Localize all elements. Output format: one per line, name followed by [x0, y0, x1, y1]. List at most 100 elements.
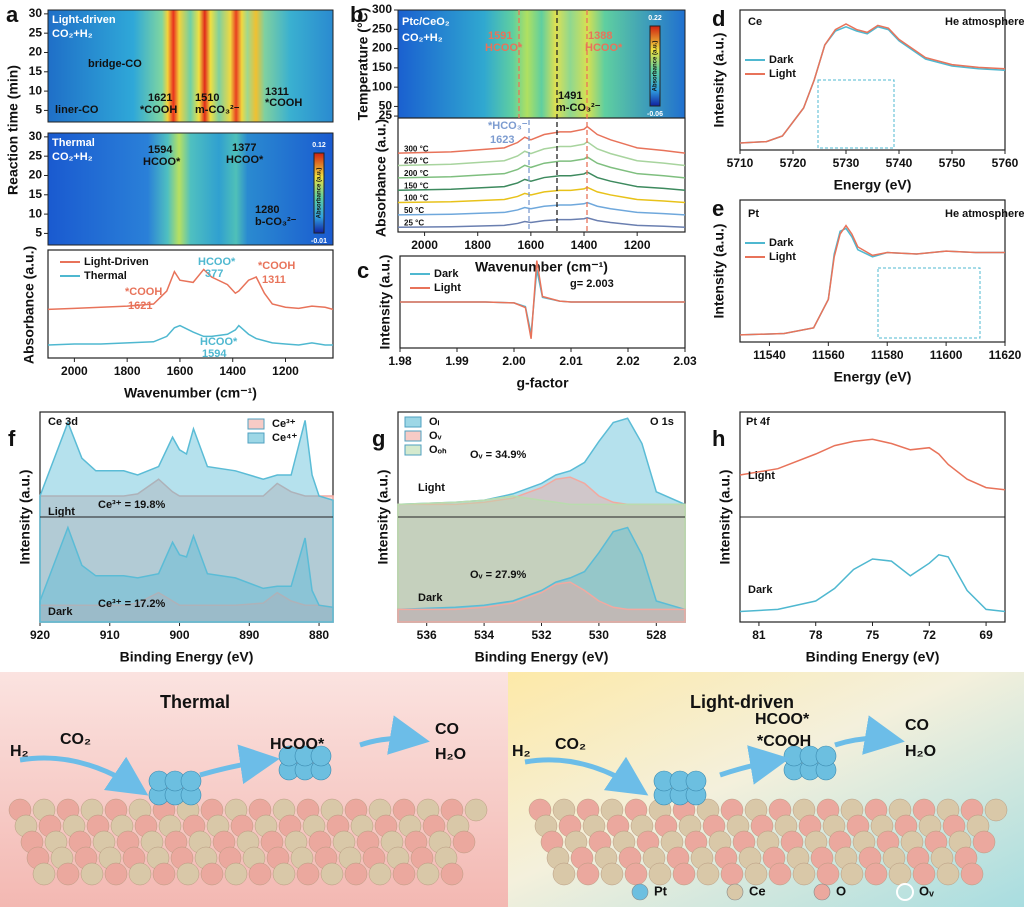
legend-label: Ce³⁺ [272, 418, 296, 430]
y-tick-label: 30 [29, 129, 43, 143]
legend-atom [726, 883, 744, 901]
annotation: HCOO* [485, 42, 523, 54]
line [397, 171, 686, 191]
annotation: HCOO* [200, 336, 238, 348]
legend-label: Oᵥ [919, 883, 934, 898]
annotation: 377 [205, 268, 223, 280]
legend-label: Dark [769, 54, 794, 66]
annotation: Ce³⁺ = 17.2% [98, 598, 165, 610]
x-tick-label: 1200 [624, 238, 651, 252]
legend-label: Light [434, 282, 461, 294]
y-tick-label: 10 [29, 83, 43, 97]
panel-label: e [712, 196, 724, 221]
annotation: 1311 [265, 86, 289, 98]
atom [960, 862, 984, 886]
atom [648, 862, 672, 886]
x-axis-label: Binding Energy (eV) [475, 649, 609, 665]
atom [720, 862, 744, 886]
annotation: 1621 [148, 92, 172, 104]
annotation: He atmosphere [945, 16, 1024, 28]
x-tick-label: 2.02 [616, 354, 640, 368]
atom [792, 862, 816, 886]
legend-label: Dark [434, 268, 459, 280]
x-tick-label: 75 [866, 628, 880, 642]
colorbar-label: Absorbance (a.u.) [317, 168, 323, 219]
annotation: b-CO₃²⁻ [255, 216, 297, 228]
colorbar [313, 152, 325, 234]
y-tick-label: 200 [372, 41, 392, 55]
legend-swatch [247, 418, 265, 430]
area [39, 525, 334, 623]
colorbar-label: -0.01 [311, 238, 327, 245]
x-tick-label: 11580 [871, 348, 904, 362]
arrow [719, 745, 790, 785]
x-tick-label: 1600 [518, 238, 545, 252]
annotation: Dark [48, 606, 73, 618]
series-label: 25 °C [404, 218, 424, 227]
annotation: 1280 [255, 204, 279, 216]
series-label: 300 °C [404, 144, 429, 153]
annotation: 1623 [490, 134, 514, 146]
atom [864, 862, 888, 886]
line [739, 224, 1005, 336]
series-label: 250 °C [404, 157, 429, 166]
x-tick-label: 2000 [411, 238, 438, 252]
annotation: Light [418, 482, 445, 494]
y-axis-label: Intensity (a.u.) [717, 470, 733, 565]
plot-frame [739, 199, 1006, 343]
line [397, 125, 686, 154]
x-tick-label: 5740 [886, 156, 913, 170]
annotation: m-CO₃²⁻ [195, 104, 240, 116]
x-axis-label: Energy (eV) [834, 177, 912, 193]
annotation: Ce³⁺ = 19.8% [98, 499, 165, 511]
legend-swatch [247, 432, 265, 444]
x-tick-label: 5730 [833, 156, 860, 170]
x-tick-label: 910 [100, 628, 120, 642]
y-tick-label: 20 [29, 168, 43, 182]
plot-frame [739, 9, 1006, 151]
atom [320, 862, 344, 886]
x-tick-label: 2.01 [559, 354, 583, 368]
atom [128, 862, 152, 886]
annotation: 1621 [128, 300, 152, 312]
annotation: Oᵥ = 34.9% [470, 449, 527, 461]
annotation: 1591 [488, 30, 512, 42]
annotation: Light [748, 470, 775, 482]
arrow [524, 756, 649, 796]
atom [32, 862, 56, 886]
heatmap [397, 9, 686, 119]
x-tick-label: 11560 [812, 348, 845, 362]
y-tick-label: 15 [29, 64, 43, 78]
annotation: 1388 [588, 30, 612, 42]
y-tick-label: 10 [29, 206, 43, 220]
y-tick-label: 50 [379, 99, 393, 113]
colorbar-label: 0.22 [648, 15, 662, 22]
annotation: 1594 [148, 144, 173, 156]
legend-atom [813, 883, 831, 901]
atom [56, 862, 80, 886]
x-tick-label: 900 [170, 628, 190, 642]
line [739, 553, 1006, 613]
legend-label: Oᵥ [429, 430, 443, 442]
atom [200, 862, 224, 886]
atom [816, 862, 840, 886]
legend-swatch [404, 416, 422, 428]
annotation: Ce 3d [48, 416, 78, 428]
x-tick-label: 1800 [464, 238, 491, 252]
annotation: Ptc/CeO₂ [402, 16, 450, 28]
series-label: 50 °C [404, 206, 424, 215]
inset [817, 79, 895, 149]
annotation: Pt [748, 208, 759, 220]
x-tick-label: 1.99 [445, 354, 469, 368]
atom [272, 862, 296, 886]
annotation: *COOH [258, 260, 295, 272]
legend-label: Light-Driven [84, 256, 149, 268]
annotation: Light [48, 506, 75, 518]
y-tick-label: 100 [372, 79, 392, 93]
atom [416, 862, 440, 886]
y-axis-label: Reaction time (min) [5, 65, 21, 195]
x-tick-label: 1800 [114, 364, 141, 378]
annotation: liner-CO [55, 104, 99, 116]
panel-label: b [350, 2, 363, 27]
x-axis-label: Binding Energy (eV) [806, 649, 940, 665]
